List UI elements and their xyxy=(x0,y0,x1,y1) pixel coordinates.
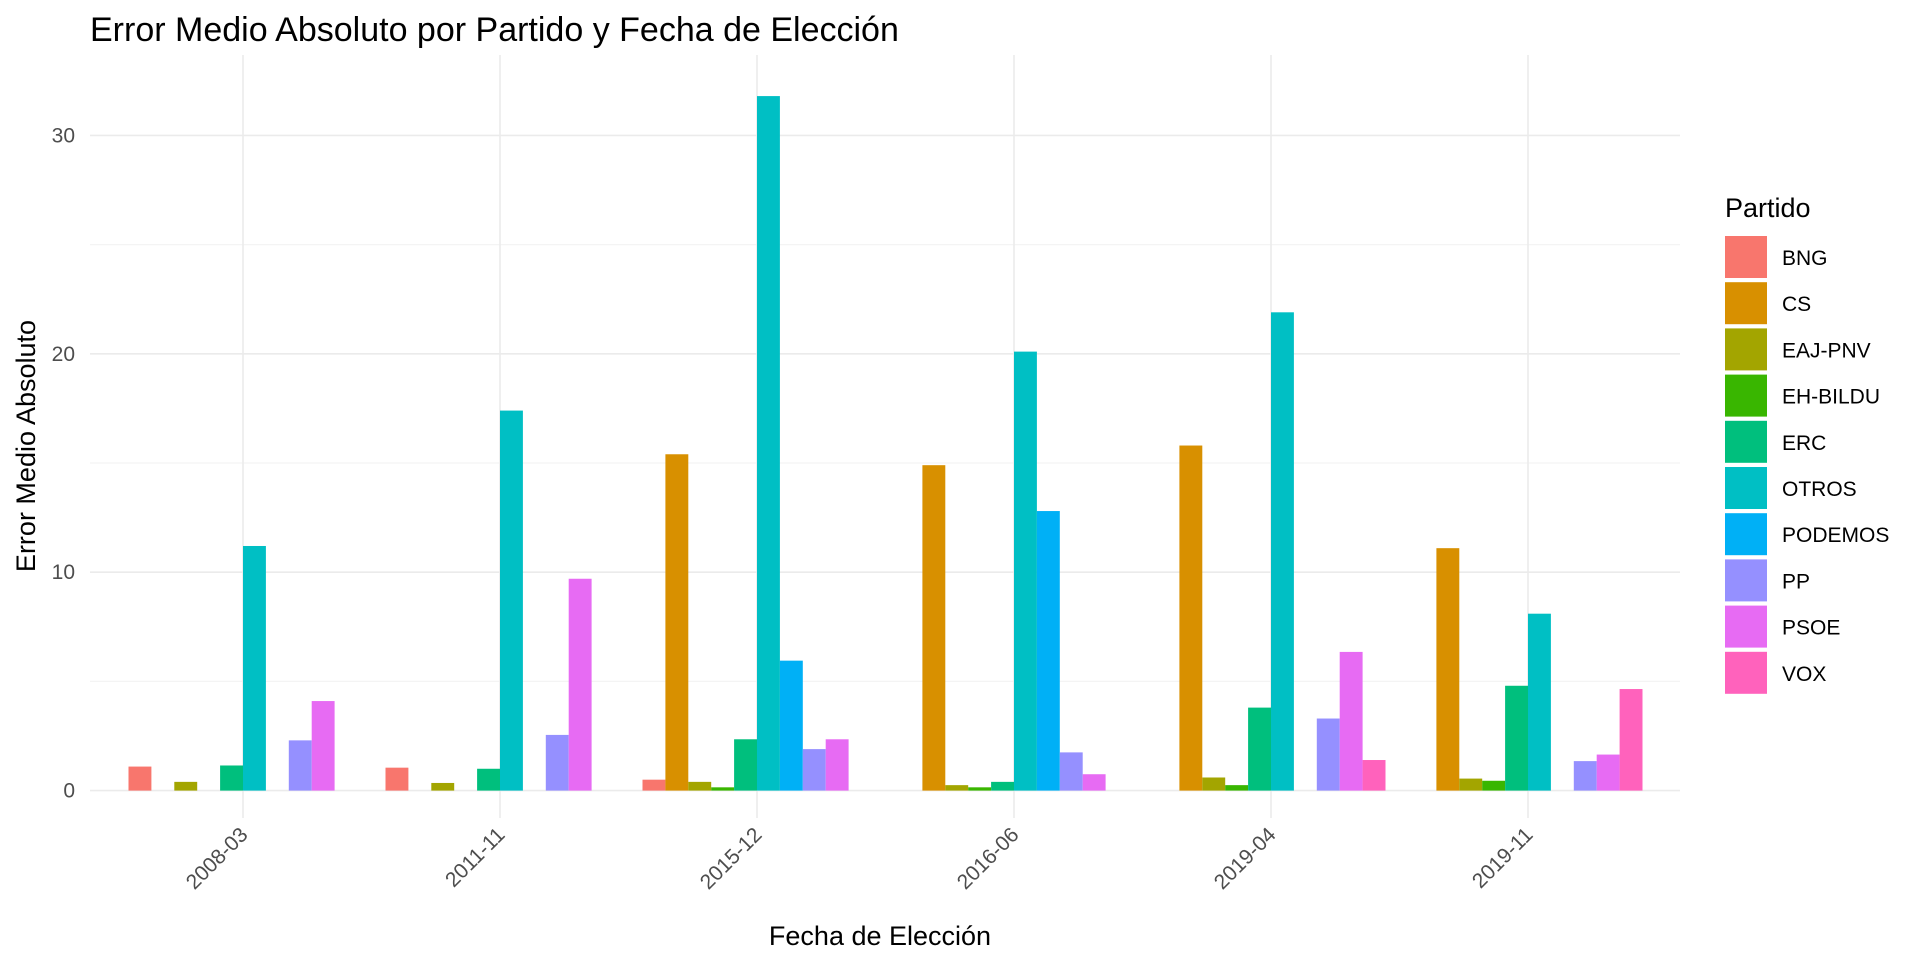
bar-vox-2019-04 xyxy=(1362,760,1386,791)
bar-erc-2019-04 xyxy=(1248,707,1271,791)
legend-label-psoe: PSOE xyxy=(1782,617,1840,640)
bar-eh-bildu-2019-04 xyxy=(1225,785,1249,791)
bar-psoe-2019-04 xyxy=(1339,651,1363,791)
legend-items: BNG CS EAJ-PNV EH-BILDU ERC OTROS PODEMOS PP PSO… xyxy=(1725,236,1889,694)
x-tick-label: 2019-11 xyxy=(1468,823,1538,893)
bar-vox-2019-11 xyxy=(1619,689,1643,791)
x-tick-label: 2019-04 xyxy=(1210,823,1281,894)
bar-eh-bildu-2016-06 xyxy=(968,787,992,791)
legend-title: Partido xyxy=(1725,193,1811,223)
legend-key-psoe xyxy=(1725,605,1767,648)
legend-label-eh-bildu: EH-BILDU xyxy=(1782,386,1880,409)
legend-label-cs: CS xyxy=(1782,293,1811,316)
bar-otros-2016-06 xyxy=(1014,351,1037,791)
x-tick-label: 2008-03 xyxy=(182,823,253,894)
bar-otros-2008-03 xyxy=(243,545,266,791)
legend-label-otros: OTROS xyxy=(1782,478,1857,501)
legend-key-eh-bildu xyxy=(1725,374,1767,417)
bar-bng-2011-11 xyxy=(385,767,409,791)
legend-key-vox xyxy=(1725,651,1767,694)
y-tick-label: 30 xyxy=(52,124,75,147)
bar-pp-2019-11 xyxy=(1573,761,1597,791)
bar-erc-2015-12 xyxy=(734,739,757,791)
y-tick-label: 0 xyxy=(63,780,75,803)
bar-erc-2016-06 xyxy=(991,781,1014,791)
legend-key-podemos xyxy=(1725,513,1767,556)
x-tick-labels: 2008-03 2011-11 2015-12 2016-06 2019-04 2019-… xyxy=(182,823,1538,894)
bar-eaj-pnv-2019-11 xyxy=(1459,778,1483,791)
bar-erc-2011-11 xyxy=(477,768,500,791)
bar-cs-2019-04 xyxy=(1179,445,1203,791)
legend-label-erc: ERC xyxy=(1782,432,1826,455)
bar-psoe-2019-11 xyxy=(1596,754,1620,791)
bar-psoe-2015-12 xyxy=(825,739,849,791)
y-axis-title: Error Medio Absoluto xyxy=(11,320,41,572)
bar-bng-2008-03 xyxy=(128,766,152,791)
x-tick-label: 2011-11 xyxy=(441,823,510,892)
bar-psoe-2011-11 xyxy=(568,578,592,791)
bar-bng-2015-12 xyxy=(642,779,666,791)
bar-podemos-2015-12 xyxy=(779,660,803,791)
bar-psoe-2008-03 xyxy=(311,701,335,791)
y-tick-labels: 0 10 20 30 xyxy=(52,124,75,802)
bar-pp-2015-12 xyxy=(802,749,826,791)
bar-pp-2019-04 xyxy=(1316,718,1340,791)
legend-key-eaj-pnv xyxy=(1725,328,1767,371)
bar-otros-2011-11 xyxy=(500,410,523,791)
y-tick-label: 10 xyxy=(52,561,75,584)
bar-eaj-pnv-2019-04 xyxy=(1202,777,1226,791)
legend-label-pp: PP xyxy=(1782,570,1810,593)
legend-key-pp xyxy=(1725,559,1767,602)
bar-cs-2016-06 xyxy=(922,465,946,791)
x-tick-label: 2015-12 xyxy=(696,823,767,894)
bar-cs-2015-12 xyxy=(665,454,689,791)
bar-eh-bildu-2019-11 xyxy=(1482,780,1506,791)
legend-label-vox: VOX xyxy=(1782,663,1826,686)
bar-eaj-pnv-2016-06 xyxy=(945,785,969,791)
x-tick-label: 2016-06 xyxy=(953,823,1024,894)
bar-erc-2019-11 xyxy=(1505,685,1528,791)
bar-eaj-pnv-2008-03 xyxy=(174,781,198,791)
legend-key-erc xyxy=(1725,420,1767,463)
x-axis-title: Fecha de Elección xyxy=(769,921,991,951)
legend: Partido BNG CS EAJ-PNV EH-BILDU ERC OTROS PODE… xyxy=(1725,193,1889,694)
bar-pp-2011-11 xyxy=(545,734,569,791)
bar-pp-2008-03 xyxy=(288,740,312,791)
bar-cs-2019-11 xyxy=(1436,548,1460,791)
y-tick-label: 20 xyxy=(52,343,75,366)
bar-otros-2019-11 xyxy=(1528,613,1551,791)
bar-podemos-2016-06 xyxy=(1036,511,1060,791)
bar-psoe-2016-06 xyxy=(1082,774,1106,791)
bar-eaj-pnv-2015-12 xyxy=(688,781,712,791)
bar-erc-2008-03 xyxy=(220,765,243,791)
bars xyxy=(128,96,1643,791)
legend-key-otros xyxy=(1725,467,1767,509)
legend-key-bng xyxy=(1725,236,1767,278)
bar-otros-2015-12 xyxy=(757,96,780,791)
legend-label-podemos: PODEMOS xyxy=(1782,524,1889,547)
bar-otros-2019-04 xyxy=(1271,312,1294,791)
bar-eh-bildu-2015-12 xyxy=(711,787,735,791)
legend-label-bng: BNG xyxy=(1782,247,1828,270)
chart-title: Error Medio Absoluto por Partido y Fecha… xyxy=(90,11,899,49)
bar-eaj-pnv-2011-11 xyxy=(431,782,455,791)
legend-key-cs xyxy=(1725,282,1767,325)
bar-pp-2016-06 xyxy=(1059,752,1083,791)
legend-label-eaj-pnv: EAJ-PNV xyxy=(1782,339,1871,362)
